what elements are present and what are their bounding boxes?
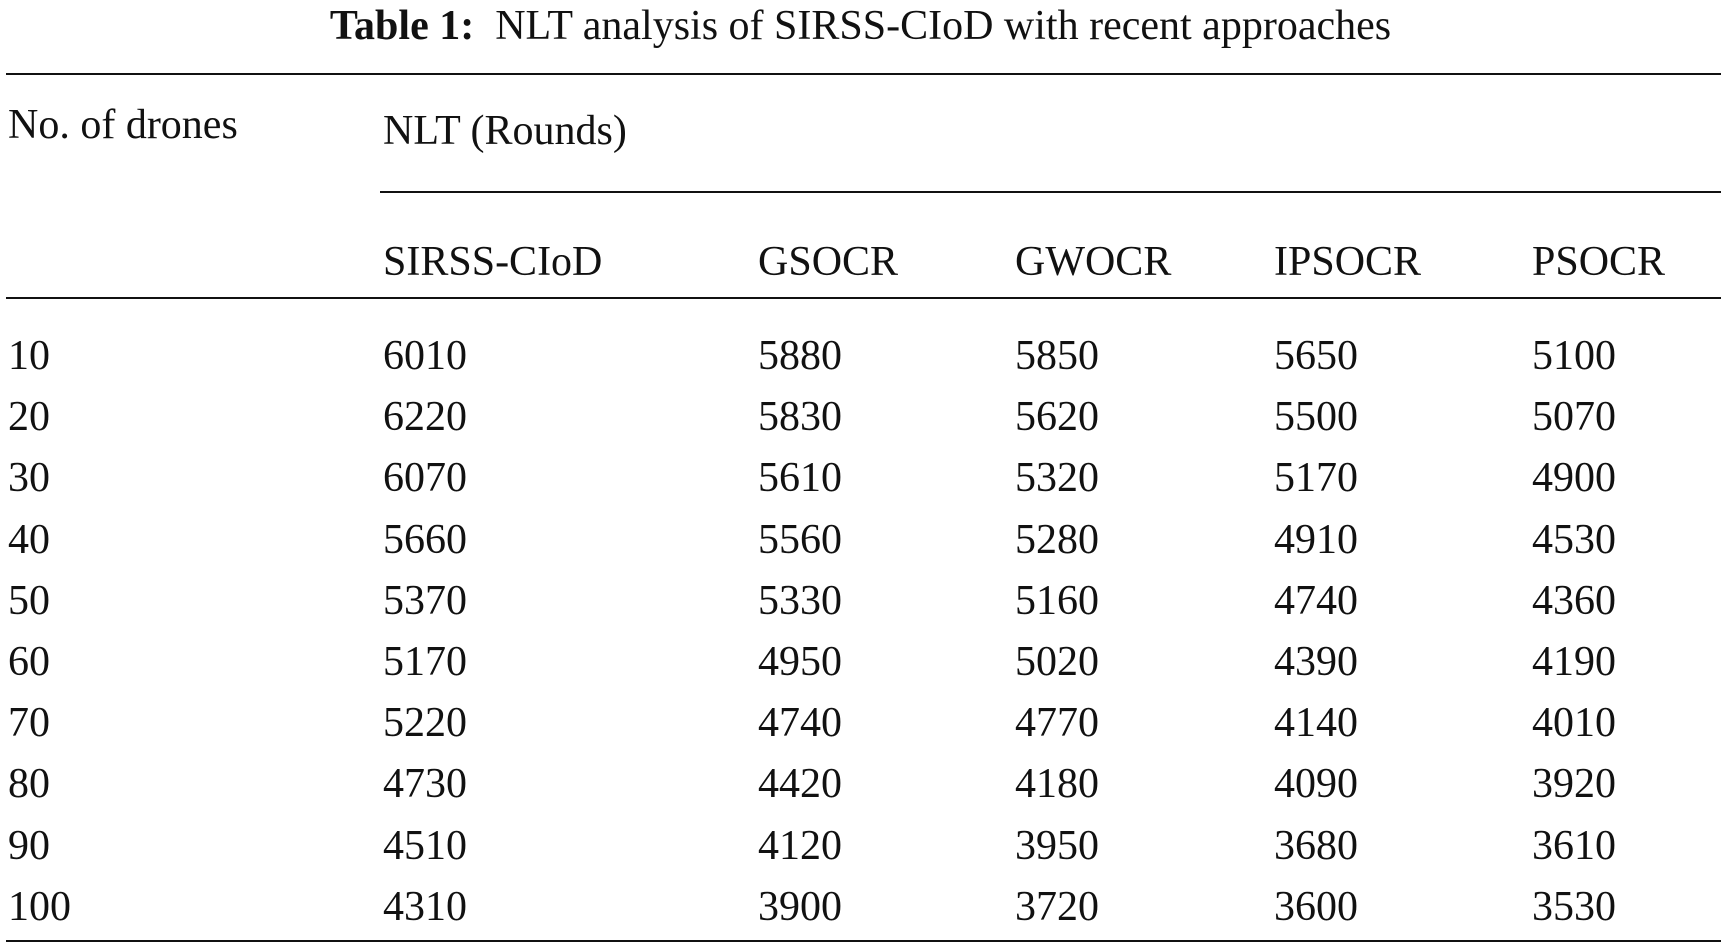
cell-value: 4390 — [1274, 639, 1358, 685]
cell-value: 3920 — [1532, 761, 1616, 807]
cell-value: 5170 — [1274, 455, 1358, 501]
cell-value: 4740 — [758, 700, 842, 746]
table-row: 90 4510 4120 3950 3680 3610 — [0, 822, 1721, 883]
table-caption-text: NLT analysis of SIRSS-CIoD with recent a… — [495, 3, 1392, 49]
cell-value: 6220 — [383, 394, 467, 440]
cell-value: 5850 — [1015, 333, 1099, 379]
cell-value: 5100 — [1532, 333, 1616, 379]
table-row: 100 4310 3900 3720 3600 3530 — [0, 883, 1721, 944]
cell-value: 4310 — [383, 884, 467, 930]
cell-value: 4530 — [1532, 517, 1616, 563]
cell-value: 6070 — [383, 455, 467, 501]
cell-value: 4360 — [1532, 578, 1616, 624]
cell-value: 4010 — [1532, 700, 1616, 746]
header-bottom-rule — [6, 297, 1721, 299]
cell-value: 4120 — [758, 823, 842, 869]
cell-value: 4740 — [1274, 578, 1358, 624]
cell-value: 3530 — [1532, 884, 1616, 930]
table-row: 30 6070 5610 5320 5170 4900 — [0, 454, 1721, 515]
cell-value: 3950 — [1015, 823, 1099, 869]
cell-drones: 90 — [8, 823, 50, 869]
cell-value: 5170 — [383, 639, 467, 685]
cell-drones: 100 — [8, 884, 71, 930]
cell-drones: 80 — [8, 761, 50, 807]
table-row: 40 5660 5560 5280 4910 4530 — [0, 516, 1721, 577]
cell-value: 3900 — [758, 884, 842, 930]
table-row: 20 6220 5830 5620 5500 5070 — [0, 393, 1721, 454]
table-row: 60 5170 4950 5020 4390 4190 — [0, 638, 1721, 699]
cell-value: 5880 — [758, 333, 842, 379]
cell-drones: 70 — [8, 700, 50, 746]
column-header-ipsocr: IPSOCR — [1274, 239, 1422, 285]
row-header-drones: No. of drones — [8, 102, 238, 148]
cell-value: 5020 — [1015, 639, 1099, 685]
cell-value: 4910 — [1274, 517, 1358, 563]
cell-value: 4090 — [1274, 761, 1358, 807]
group-header-nlt: NLT (Rounds) — [383, 108, 627, 154]
table-row: 10 6010 5880 5850 5650 5100 — [0, 332, 1721, 393]
cell-value: 3680 — [1274, 823, 1358, 869]
cell-value: 5610 — [758, 455, 842, 501]
table-top-rule — [6, 73, 1721, 75]
cell-value: 4950 — [758, 639, 842, 685]
cell-value: 4420 — [758, 761, 842, 807]
column-header-sirss-ciod: SIRSS-CIoD — [383, 239, 603, 285]
table-row: 50 5370 5330 5160 4740 4360 — [0, 577, 1721, 638]
column-header-gsocr: GSOCR — [758, 239, 899, 285]
cell-value: 5320 — [1015, 455, 1099, 501]
table-caption: Table 1: NLT analysis of SIRSS-CIoD with… — [0, 2, 1721, 50]
cell-drones: 60 — [8, 639, 50, 685]
column-header-gwocr: GWOCR — [1015, 239, 1172, 285]
table-row: 70 5220 4740 4770 4140 4010 — [0, 699, 1721, 760]
cell-value: 5070 — [1532, 394, 1616, 440]
cell-value: 3600 — [1274, 884, 1358, 930]
cell-value: 5830 — [758, 394, 842, 440]
table-row: 80 4730 4420 4180 4090 3920 — [0, 760, 1721, 821]
group-header-rule — [380, 191, 1721, 193]
cell-value: 5560 — [758, 517, 842, 563]
cell-value: 4730 — [383, 761, 467, 807]
cell-drones: 50 — [8, 578, 50, 624]
cell-value: 4140 — [1274, 700, 1358, 746]
cell-value: 5280 — [1015, 517, 1099, 563]
cell-value: 5220 — [383, 700, 467, 746]
cell-value: 3720 — [1015, 884, 1099, 930]
cell-value: 5370 — [383, 578, 467, 624]
cell-value: 5620 — [1015, 394, 1099, 440]
cell-drones: 10 — [8, 333, 50, 379]
cell-value: 5650 — [1274, 333, 1358, 379]
cell-value: 3610 — [1532, 823, 1616, 869]
cell-value: 5660 — [383, 517, 467, 563]
cell-value: 4510 — [383, 823, 467, 869]
cell-value: 5330 — [758, 578, 842, 624]
cell-drones: 40 — [8, 517, 50, 563]
cell-value: 5500 — [1274, 394, 1358, 440]
cell-value: 4900 — [1532, 455, 1616, 501]
cell-value: 6010 — [383, 333, 467, 379]
cell-value: 4190 — [1532, 639, 1616, 685]
cell-value: 4770 — [1015, 700, 1099, 746]
table-bottom-rule — [6, 940, 1721, 942]
table-caption-label: Table 1: — [329, 3, 475, 49]
cell-drones: 20 — [8, 394, 50, 440]
cell-drones: 30 — [8, 455, 50, 501]
cell-value: 5160 — [1015, 578, 1099, 624]
column-header-psocr: PSOCR — [1532, 239, 1666, 285]
cell-value: 4180 — [1015, 761, 1099, 807]
